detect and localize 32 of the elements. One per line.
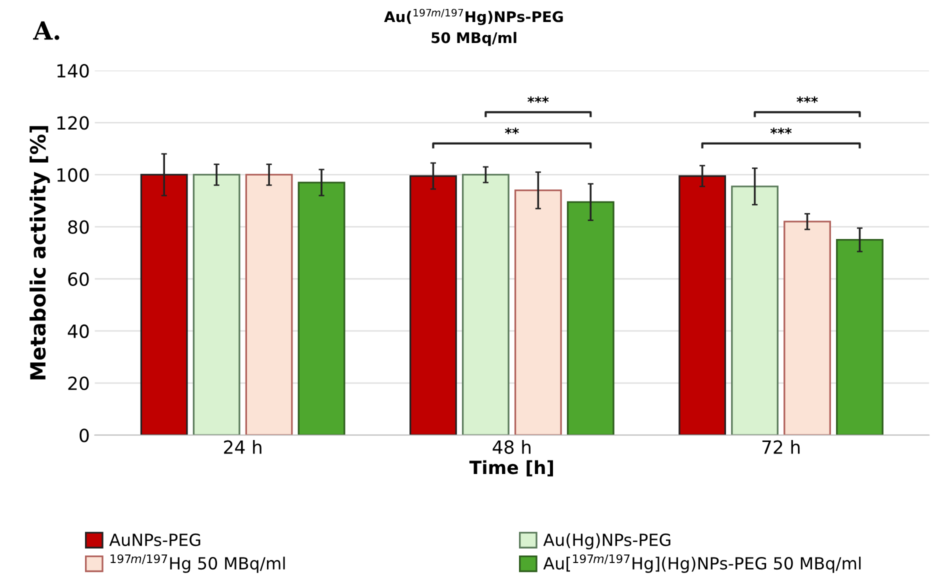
y-tick-label: 40 (68, 324, 89, 338)
legend-label: Au[$^{197m/197}$Hg](Hg)NPs-PEG 50 MBq/ml (543, 554, 861, 573)
y-tick-label: 140 (57, 64, 89, 78)
bar (514, 190, 562, 436)
bar (836, 238, 884, 436)
y-axis-title: Metabolic activity [%] (30, 126, 50, 380)
chart-title: Au($^{197m/197}$Hg)NPs-PEG 50 MBq/ml (384, 8, 563, 46)
annotation: ** (504, 128, 519, 134)
bar (566, 201, 614, 436)
y-tick-label: 60 (68, 272, 89, 286)
y-tick-label: 0 (80, 428, 89, 442)
x-axis-title: Time [h] (469, 460, 553, 476)
legend-label: $^{197m/197}$Hg 50 MBq/ml (110, 554, 285, 573)
annotation: *** (770, 128, 792, 134)
bar (245, 174, 293, 436)
y-tick-label: 100 (57, 168, 89, 182)
legend-label: AuNPs-PEG (109, 533, 200, 546)
x-tick-label: 72 h (762, 440, 800, 454)
y-tick-label: 80 (68, 220, 89, 234)
y-tick-label: 120 (57, 116, 89, 130)
bar (731, 186, 778, 436)
legend-label: Au(Hg)NPs-PEG (543, 533, 670, 550)
annotation: *** (796, 96, 818, 103)
annotation: *** (528, 96, 549, 103)
text: A. (32, 21, 60, 40)
x-tick-label: 24 h (224, 440, 262, 454)
bar (192, 174, 240, 436)
y-tick-label: 20 (68, 376, 89, 390)
bar (462, 174, 510, 436)
x-tick-label: 48 h (492, 440, 530, 454)
bar (298, 182, 346, 436)
bar (784, 220, 831, 436)
